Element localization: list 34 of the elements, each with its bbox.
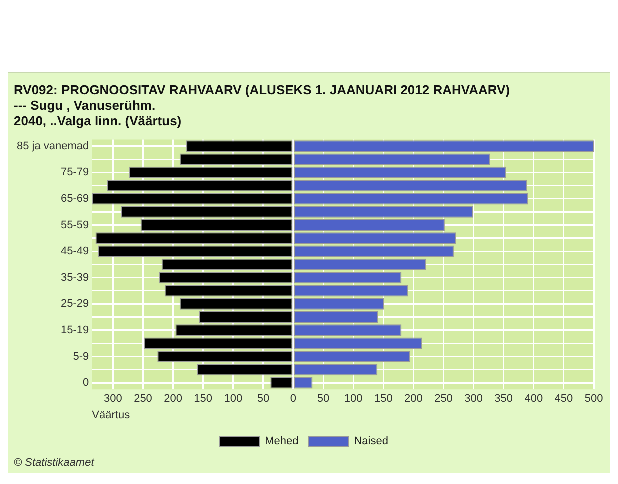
y-tick-label: 85 ja vanemad [16,140,90,152]
x-tick-label: 100 [344,393,363,406]
text: 2040, ..Valga linn. (Väärtus) [14,114,182,129]
y-tick-label: 15-19 [61,324,90,336]
text: RV092: PROGNOOSITAV RAHVAARV (ALUSEKS 1. JAANUARI 2012 RAHVAARV) [14,82,510,98]
x-tick-label: 150 [194,393,213,406]
x-tick-label: 200 [164,393,182,406]
legend-label: Mehed [265,436,299,448]
y-tick-label: 45-49 [61,246,90,258]
y-tick-label: 75-79 [61,166,90,179]
x-tick-label: 250 [134,393,152,406]
text: --- Sugu , Vanuserühm. [14,98,156,113]
x-tick-label: 50 [257,393,270,406]
x-tick-label: 500 [584,393,604,406]
x-tick-label: 200 [404,393,423,406]
x-tick-label: 350 [494,393,514,406]
x-tick-label: 100 [224,393,243,406]
y-tick-label: 65-69 [61,192,90,205]
y-tick-label: 5-9 [73,350,90,363]
y-tick-label: 35-39 [61,272,90,284]
text: © Statistikaamet [13,457,96,469]
x-tick-label: 150 [374,393,393,406]
y-tick-label: 0 [83,377,90,390]
x-tick-label: 450 [554,393,574,406]
legend-label: Naised [354,436,388,448]
x-axis-title: Väärtus [92,409,131,422]
y-tick-label: 55-59 [61,219,90,232]
y-tick-label: 25-29 [61,298,90,310]
x-tick-label: 0 [290,393,297,406]
x-tick-label: 300 [104,393,122,406]
x-tick-label: 400 [524,393,544,406]
x-tick-label: 300 [464,393,483,406]
x-tick-label: 50 [317,393,330,406]
x-tick-label: 250 [434,393,453,406]
